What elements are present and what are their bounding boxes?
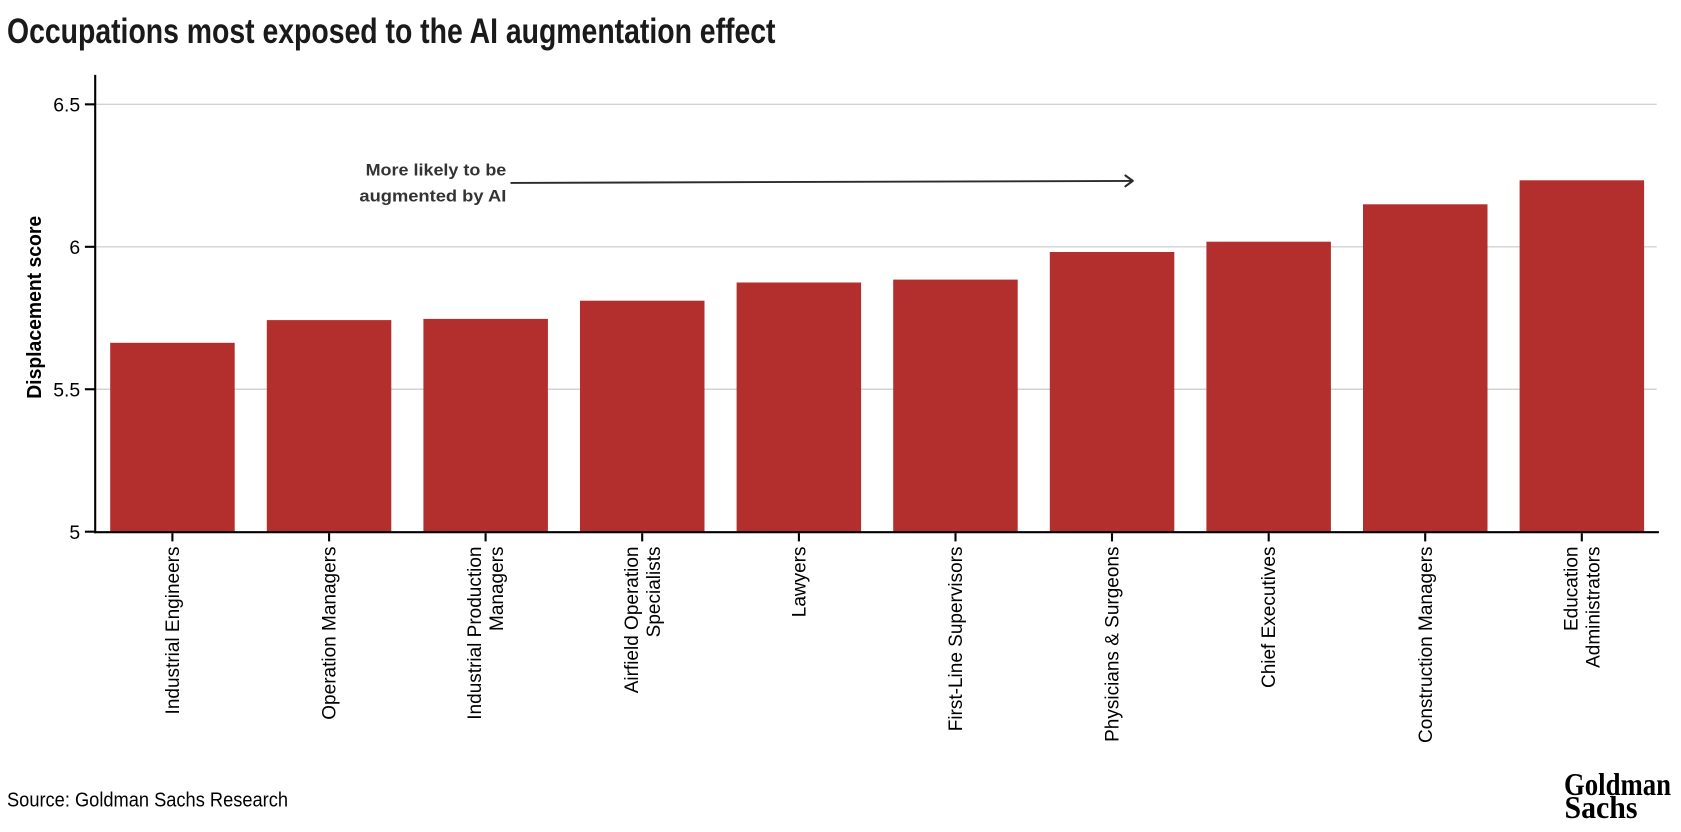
svg-text:5.5: 5.5 [53, 379, 80, 401]
svg-text:Source: Goldman Sachs Research: Source: Goldman Sachs Research [7, 790, 288, 812]
svg-text:Operation Managers: Operation Managers [320, 547, 341, 720]
svg-text:augmented by AI: augmented by AI [359, 187, 506, 206]
svg-text:6: 6 [69, 237, 80, 259]
svg-text:Industrial Engineers: Industrial Engineers [163, 547, 184, 715]
svg-text:Occupations most exposed to th: Occupations most exposed to the AI augme… [7, 11, 776, 51]
svg-text:More likely to be: More likely to be [366, 161, 507, 180]
svg-text:Construction Managers: Construction Managers [1416, 547, 1437, 743]
svg-text:Goldman: Goldman [1564, 766, 1671, 802]
svg-text:Industrial Production: Industrial Production [465, 547, 486, 720]
svg-text:Administrators: Administrators [1583, 547, 1604, 668]
svg-text:Sachs: Sachs [1565, 789, 1638, 825]
svg-text:Airfield Operation: Airfield Operation [622, 547, 643, 694]
svg-text:5: 5 [69, 522, 80, 544]
svg-text:Chief Executives: Chief Executives [1259, 547, 1280, 689]
svg-text:First-Line Supervisors: First-Line Supervisors [946, 547, 967, 732]
svg-text:Managers: Managers [487, 547, 508, 632]
svg-text:Physicians & Surgeons: Physicians & Surgeons [1103, 547, 1124, 742]
svg-text:Lawyers: Lawyers [789, 547, 810, 618]
svg-text:Displacement score: Displacement score [24, 216, 46, 399]
svg-text:Education: Education [1561, 547, 1582, 632]
svg-text:Specialists: Specialists [644, 547, 665, 638]
svg-text:6.5: 6.5 [53, 94, 80, 116]
